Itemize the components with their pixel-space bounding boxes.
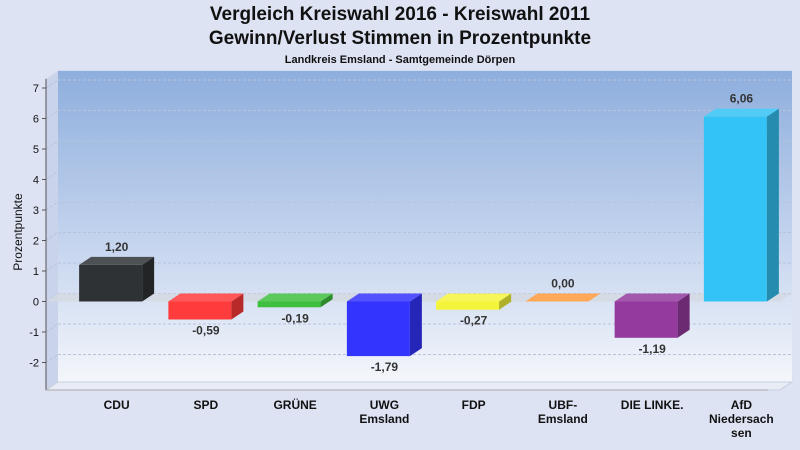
data-label: 6,06 bbox=[730, 92, 754, 106]
bar-side bbox=[409, 293, 422, 357]
x-tick-label: CDU bbox=[104, 398, 130, 412]
bar bbox=[703, 108, 779, 302]
bar bbox=[257, 293, 333, 308]
gridline-side bbox=[45, 232, 59, 241]
bar-top bbox=[525, 293, 601, 302]
data-label: -1,79 bbox=[371, 360, 399, 374]
bar-front bbox=[436, 301, 500, 310]
bar-front bbox=[346, 301, 410, 357]
y-tick-label: 7 bbox=[33, 83, 39, 95]
gridline-side bbox=[45, 171, 59, 180]
bar-side bbox=[766, 108, 779, 302]
y-tick-label: 4 bbox=[33, 175, 39, 187]
bar-top bbox=[436, 293, 512, 302]
data-label: -1,19 bbox=[638, 342, 666, 356]
y-tick-label: -1 bbox=[29, 327, 39, 339]
gridline-side bbox=[45, 354, 59, 363]
gridline-side bbox=[45, 262, 59, 272]
bar bbox=[525, 293, 601, 302]
bar bbox=[168, 293, 244, 320]
data-label: 1,20 bbox=[105, 240, 129, 254]
data-label: -0,27 bbox=[460, 314, 488, 328]
gridline-side bbox=[45, 201, 59, 211]
bar-side bbox=[231, 293, 244, 320]
x-tick-label: GRÜNE bbox=[273, 397, 316, 412]
y-tick-label: 3 bbox=[33, 205, 39, 217]
bar-side bbox=[142, 256, 155, 302]
bar-front bbox=[257, 301, 321, 308]
bar-front bbox=[79, 264, 143, 302]
plot-back-wall bbox=[58, 70, 792, 382]
plot-side-wall bbox=[46, 70, 58, 390]
y-tick-label: 0 bbox=[33, 297, 39, 309]
data-label: -0,59 bbox=[192, 323, 220, 337]
chart-title: Vergleich Kreiswahl 2016 - Kreiswahl 201… bbox=[209, 4, 591, 25]
x-tick-label: Niedersach bbox=[709, 412, 774, 426]
y-tick-label: -2 bbox=[29, 358, 39, 370]
plot-floor bbox=[44, 381, 794, 391]
y-tick-label: 6 bbox=[33, 114, 39, 126]
y-tick-label: 2 bbox=[33, 236, 39, 248]
bar-side bbox=[320, 293, 333, 308]
x-tick-label: FDP bbox=[462, 398, 486, 412]
data-label: 0,00 bbox=[551, 277, 575, 291]
gridline-side bbox=[45, 110, 59, 119]
bar-top bbox=[168, 293, 244, 302]
bar-side bbox=[499, 293, 512, 310]
bar-front bbox=[703, 116, 767, 302]
bar bbox=[614, 293, 690, 338]
chart-title-line2: Gewinn/Verlust Stimmen in Prozentpunkte bbox=[208, 28, 592, 49]
gridline-side bbox=[45, 323, 59, 333]
x-tick-label: UBF- bbox=[549, 398, 578, 412]
x-tick-label: AfD bbox=[731, 398, 753, 412]
data-label: -0,19 bbox=[281, 311, 309, 325]
x-tick-label: SPD bbox=[194, 398, 219, 412]
x-tick-label: sen bbox=[731, 426, 752, 440]
x-tick-label: Emsland bbox=[359, 412, 409, 426]
y-tick-label: 5 bbox=[33, 144, 39, 156]
bar bbox=[79, 256, 155, 302]
bar-front bbox=[614, 301, 678, 338]
x-tick-label: DIE LINKE. bbox=[621, 398, 684, 412]
bar-top bbox=[257, 293, 333, 302]
bar-side bbox=[677, 293, 690, 338]
bar-top bbox=[79, 256, 155, 265]
x-tick-label: UWG bbox=[370, 398, 399, 412]
x-tick-label: Emsland bbox=[538, 412, 588, 426]
bar bbox=[346, 293, 422, 357]
bar bbox=[436, 293, 512, 310]
chart-subtitle: Landkreis Emsland - Samtgemeinde Dörpen bbox=[284, 54, 516, 66]
bar-top bbox=[703, 108, 779, 117]
bar-top bbox=[346, 293, 422, 302]
bar-top bbox=[614, 293, 690, 302]
gridline-side bbox=[45, 140, 59, 150]
y-tick-label: 1 bbox=[33, 266, 39, 278]
gridline-side bbox=[45, 79, 59, 89]
bar-front bbox=[168, 301, 232, 320]
